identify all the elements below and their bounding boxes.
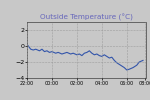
- Title: Outside Temperature (°C): Outside Temperature (°C): [40, 14, 133, 21]
